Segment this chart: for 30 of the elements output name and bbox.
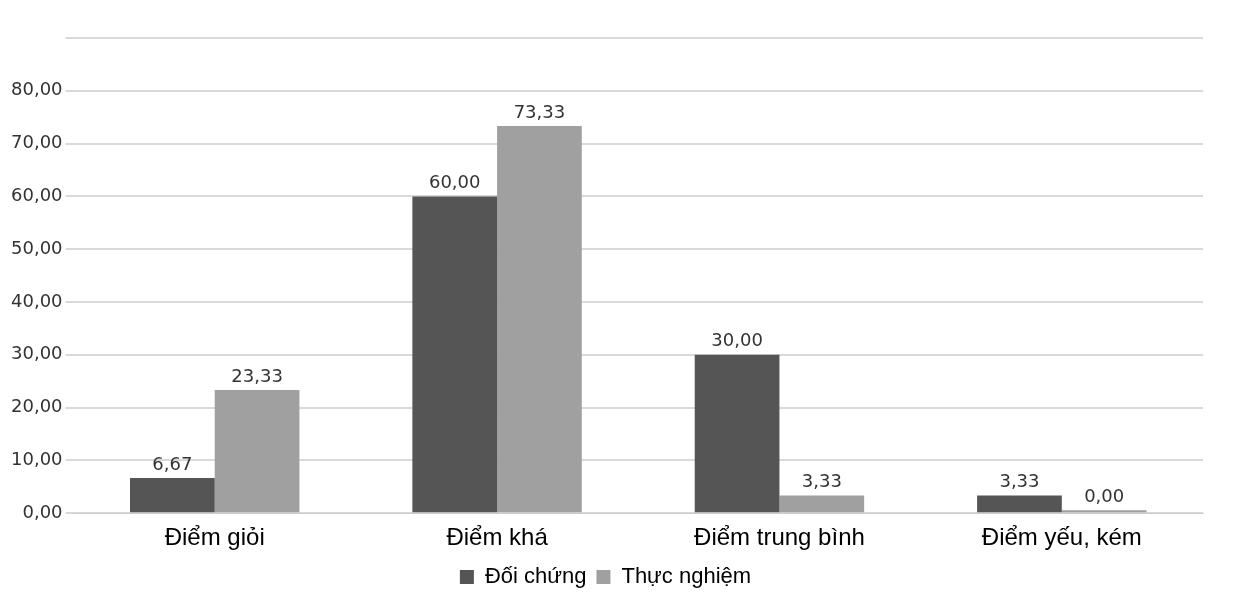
legend-label: Đối chứng [484, 563, 587, 589]
bar [130, 477, 215, 513]
data-label: 3,33 [999, 470, 1040, 492]
x-tick-label: Điểm khá [446, 523, 549, 551]
bar [779, 495, 865, 513]
y-tick-label: 10,00 [11, 448, 63, 470]
bar [412, 196, 498, 513]
x-tick-label: Điểm trung bình [694, 523, 865, 551]
x-tick-label: Điểm giỏi [164, 523, 265, 551]
y-tick-label: 30,00 [11, 342, 63, 364]
data-label: 0,00 [1084, 484, 1125, 506]
y-tick-label: 60,00 [11, 184, 63, 206]
data-label: 60,00 [428, 171, 481, 193]
bar [214, 390, 300, 513]
legend-label: Thực nghiệm [621, 563, 752, 589]
bar [694, 354, 780, 513]
x-tick-label: Điểm yếu, kém [981, 523, 1142, 551]
data-label: 23,33 [231, 364, 283, 386]
y-tick-label: 20,00 [11, 395, 63, 417]
y-tick-label: 40,00 [11, 289, 63, 311]
data-label: 73,33 [513, 100, 566, 122]
y-tick-label: 50,00 [11, 236, 63, 258]
bar [977, 495, 1062, 513]
data-label: 3,33 [801, 470, 842, 492]
data-label: 6,67 [152, 452, 193, 474]
bar [497, 126, 582, 513]
y-tick-label: 70,00 [11, 131, 63, 153]
data-label: 30,00 [711, 329, 763, 351]
y-tick-label: 80,00 [11, 78, 63, 100]
y-tick-label: 0,00 [22, 500, 63, 522]
